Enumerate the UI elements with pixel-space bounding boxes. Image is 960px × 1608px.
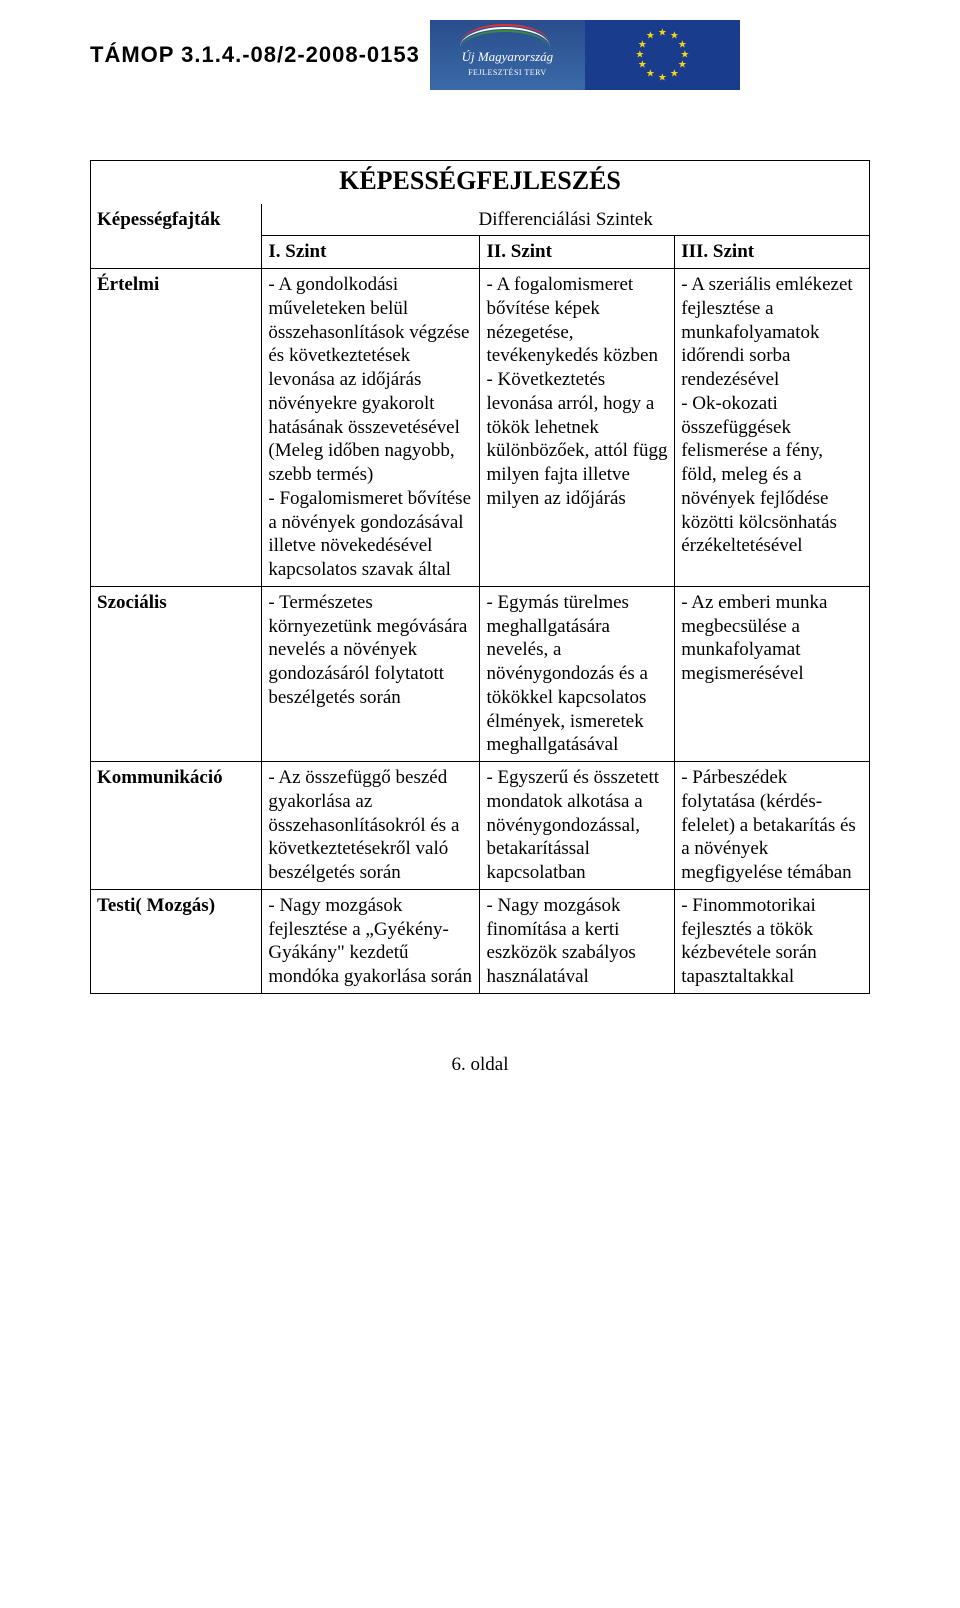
cell: - Nagy mozgások fejlesztése a „Gyékény-G…	[262, 889, 480, 993]
star-icon: ★	[646, 31, 655, 42]
star-icon: ★	[670, 69, 679, 80]
cell: - Finommotorikai fejlesztés a tökök kézb…	[675, 889, 870, 993]
logo-hu-sub: FEJLESZTÉSI TERV	[468, 68, 547, 77]
logo-hu-line1: Új	[462, 49, 475, 64]
star-icon: ★	[646, 69, 655, 80]
szint-2: II. Szint	[480, 236, 675, 269]
logo-eu-flag: ★ ★ ★ ★ ★ ★ ★ ★ ★ ★ ★ ★	[585, 20, 740, 90]
table-row: Szociális - Természetes környezetünk meg…	[91, 586, 870, 761]
logo-hu-text: Új Magyarország FEJLESZTÉSI TERV	[462, 50, 554, 79]
header-bar: TÁMOP 3.1.4.-08/2-2008-0153 Új Magyarors…	[90, 20, 870, 90]
cell: - Az emberi munka megbecsülése a munkafo…	[675, 586, 870, 761]
table-row: Kommunikáció - Az összefüggő beszéd gyak…	[91, 762, 870, 890]
header-logos: Új Magyarország FEJLESZTÉSI TERV ★ ★ ★ ★…	[430, 20, 740, 90]
cell: - Egymás türelmes meghallgatására nevelé…	[480, 586, 675, 761]
page-footer: 6. oldal	[90, 1054, 870, 1076]
row-label: Kommunikáció	[91, 762, 262, 890]
star-icon: ★	[678, 60, 687, 71]
diff-header: Differenciálási Szintek	[262, 204, 870, 236]
star-icon: ★	[638, 60, 647, 71]
title-row: KÉPESSÉGFEJLESZÉS	[91, 161, 870, 204]
szint-3: III. Szint	[675, 236, 870, 269]
table-title-cell: KÉPESSÉGFEJLESZÉS	[91, 161, 870, 204]
logo-hu-line2: Magyarország	[478, 49, 553, 64]
cell: - Természetes környezetünk megóvására ne…	[262, 586, 480, 761]
row-label: Testi( Mozgás)	[91, 889, 262, 993]
row-label: Szociális	[91, 586, 262, 761]
cell: - Egyszerű és összetett mondatok alkotás…	[480, 762, 675, 890]
star-icon: ★	[635, 50, 644, 61]
skills-table: KÉPESSÉGFEJLESZÉS Képességfajták Differe…	[90, 160, 870, 994]
eu-star-ring-icon: ★ ★ ★ ★ ★ ★ ★ ★ ★ ★ ★ ★	[637, 30, 687, 80]
cell: - A gondolkodási műveleteken belül össze…	[262, 269, 480, 587]
cell: - Nagy mozgások finomítása a kerti eszkö…	[480, 889, 675, 993]
star-icon: ★	[658, 72, 667, 83]
header-row-1: Képességfajták Differenciálási Szintek	[91, 204, 870, 236]
cell: - A szeriális emlékezet fejlesztése a mu…	[675, 269, 870, 587]
cell: - Az összefüggő beszéd gyakorlása az öss…	[262, 762, 480, 890]
row-label: Értelmi	[91, 269, 262, 587]
cell: - Párbeszédek folytatása (kérdés-felelet…	[675, 762, 870, 890]
page: TÁMOP 3.1.4.-08/2-2008-0153 Új Magyarors…	[0, 0, 960, 1116]
table-row: Testi( Mozgás) - Nagy mozgások fejleszté…	[91, 889, 870, 993]
logo-hungary: Új Magyarország FEJLESZTÉSI TERV	[430, 20, 585, 90]
star-icon: ★	[658, 27, 667, 38]
header-code: TÁMOP 3.1.4.-08/2-2008-0153	[90, 42, 420, 68]
szint-1: I. Szint	[262, 236, 480, 269]
table-row: Értelmi - A gondolkodási műveleteken bel…	[91, 269, 870, 587]
main-title: KÉPESSÉGFEJLESZÉS	[97, 165, 863, 198]
col-header-0: Képességfajták	[91, 204, 262, 269]
cell: - A fogalomismeret bővítése képek nézege…	[480, 269, 675, 587]
